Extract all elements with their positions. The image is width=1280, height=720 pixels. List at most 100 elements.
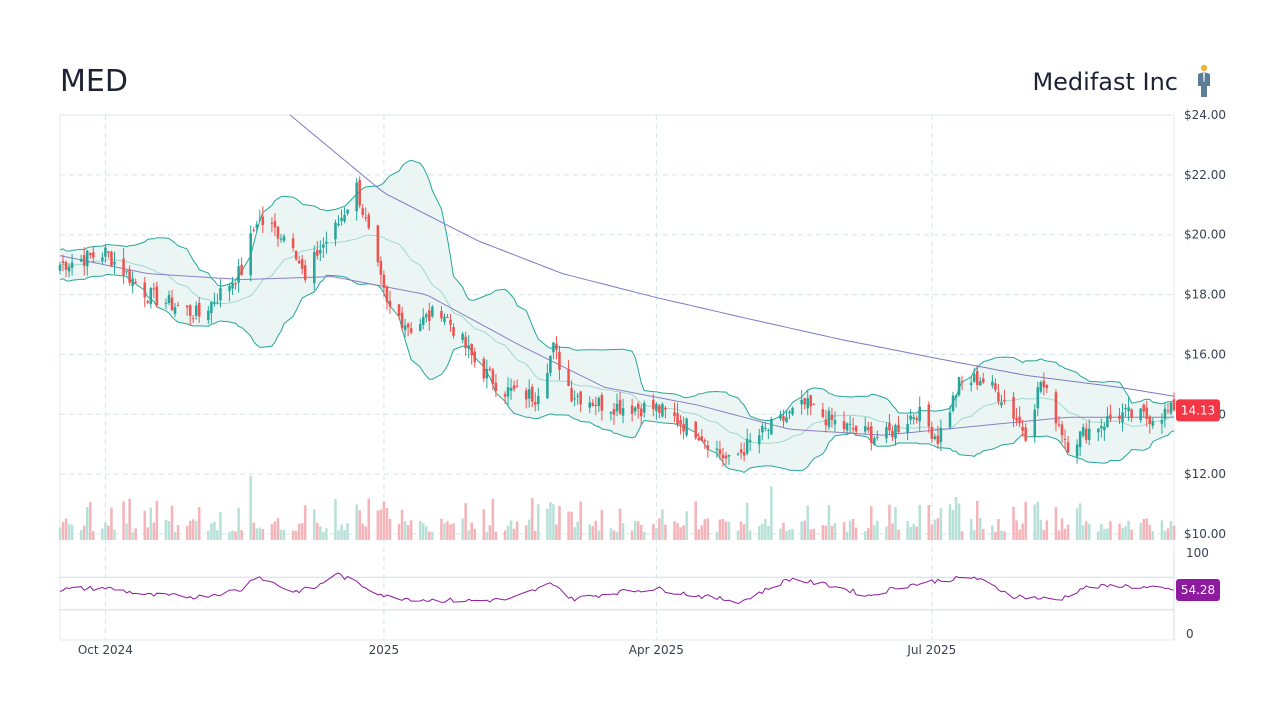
candle-body — [824, 419, 828, 426]
volume-bar — [1003, 531, 1006, 540]
candle-body — [833, 420, 837, 425]
volume-bar — [906, 521, 909, 540]
candle-body — [703, 440, 707, 442]
volume-bar — [385, 508, 389, 540]
candle-body — [909, 415, 912, 420]
person-figure-icon — [1198, 64, 1210, 97]
candlestick — [464, 331, 467, 356]
volume-bar — [128, 498, 131, 540]
candle-body — [258, 219, 262, 221]
candlestick — [621, 398, 625, 424]
candle-body — [155, 286, 159, 306]
candle-body — [761, 425, 764, 433]
volume-bar — [870, 506, 873, 540]
candle-body — [721, 454, 725, 459]
candle-body — [282, 236, 286, 241]
candlestick — [1015, 408, 1018, 426]
volume-bar — [1066, 524, 1070, 540]
candle-body — [379, 260, 383, 275]
volume-bar — [421, 523, 425, 540]
volume-bar — [1045, 520, 1049, 540]
candlestick — [303, 259, 307, 283]
volume-bar — [885, 526, 888, 540]
candlestick — [1003, 389, 1006, 405]
candle-body — [555, 343, 558, 350]
volume-bar — [418, 521, 422, 540]
candlestick — [785, 409, 788, 424]
volume-bar — [1121, 527, 1124, 540]
candlestick — [1042, 372, 1046, 396]
candle-body — [131, 278, 134, 286]
candlestick — [1033, 403, 1037, 443]
candle-body — [1012, 396, 1015, 419]
volume-bar — [431, 531, 434, 540]
candle-body — [658, 405, 661, 413]
volume-bar — [197, 507, 201, 540]
candlestick — [403, 318, 407, 338]
volume-bar — [845, 531, 849, 540]
candlestick — [851, 417, 855, 434]
candlestick — [845, 422, 849, 436]
candlestick — [770, 416, 773, 435]
candle-body — [1127, 407, 1130, 412]
candlestick — [888, 414, 891, 435]
bollinger-band-fill — [60, 160, 1174, 473]
volume-bar — [618, 508, 622, 540]
candlestick — [706, 440, 710, 458]
candlestick — [149, 286, 153, 309]
candle-body — [863, 426, 867, 432]
candle-body — [431, 306, 434, 317]
volume-bar — [515, 521, 519, 540]
volume-bar — [110, 507, 113, 540]
candle-body — [512, 385, 516, 390]
candle-body — [727, 454, 731, 457]
candlestick — [664, 405, 667, 419]
volume-bar — [997, 519, 1000, 540]
volume-bar — [316, 522, 319, 540]
candle-body — [1124, 408, 1127, 410]
candle-body — [231, 282, 234, 289]
candle-body — [588, 402, 592, 408]
candle-body — [170, 297, 174, 311]
volume-bar — [276, 518, 280, 540]
candle-body — [700, 436, 704, 441]
candlestick — [431, 304, 434, 318]
candlestick — [579, 390, 582, 413]
volume-bar — [449, 524, 452, 540]
volume-bar — [258, 527, 262, 540]
candle-body — [597, 397, 601, 407]
candle-body — [1084, 428, 1088, 440]
candle-body — [891, 430, 894, 438]
candle-body — [830, 414, 834, 421]
candlestick — [972, 367, 976, 383]
volume-bar — [715, 531, 719, 540]
candle-body — [788, 411, 791, 414]
candle-body — [294, 250, 298, 260]
candle-body — [1075, 444, 1079, 457]
candle-body — [827, 410, 831, 427]
volume-bar — [894, 507, 897, 540]
candlestick — [258, 209, 262, 221]
candlestick — [294, 250, 298, 261]
volume-bar — [724, 521, 728, 540]
volume-bar — [104, 522, 107, 540]
candlesticks[interactable] — [58, 176, 1176, 467]
candlestick — [997, 384, 1000, 405]
badges: 14.13 54.28 — [1176, 399, 1220, 602]
volume-bar — [464, 503, 467, 540]
candle-body — [388, 300, 392, 307]
candlestick — [618, 392, 622, 416]
candle-body — [101, 257, 104, 261]
candlestick — [915, 415, 918, 424]
candlestick — [854, 425, 858, 436]
candlestick — [194, 301, 198, 320]
volume-bar — [673, 521, 676, 540]
volume-bar — [58, 527, 62, 540]
candlestick — [61, 254, 65, 272]
volume-bar — [558, 506, 561, 540]
candlestick — [930, 421, 934, 443]
volume-bar — [240, 530, 243, 540]
candle-body — [803, 398, 806, 405]
volume-bar — [948, 504, 952, 540]
